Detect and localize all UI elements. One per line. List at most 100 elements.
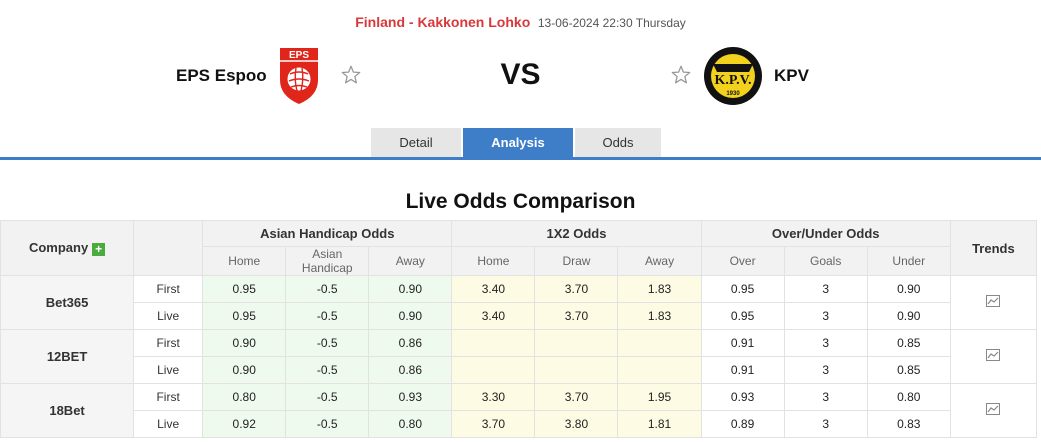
table-row: Live 0.92 -0.5 0.80 3.70 3.80 1.81 0.89 3 0.83 [1, 410, 1037, 438]
table-row: Live 0.90 -0.5 0.86 0.91 3 0.85 [1, 356, 1037, 384]
odds-cell: 0.95 [202, 302, 287, 330]
1x2-header: 1X2 Odds [451, 220, 702, 247]
match-tabs: Detail Analysis Odds [371, 128, 663, 158]
odds-cell: 3 [783, 356, 868, 384]
versus-label: VS [500, 58, 541, 91]
odds-cell: 1.81 [617, 410, 702, 438]
odds-cell: 0.90 [202, 356, 287, 384]
phase-header [133, 220, 204, 276]
match-header: Finland - Kakkonen Lohko 13-06-2024 22:3… [0, 14, 1041, 30]
tab-detail[interactable]: Detail [371, 128, 461, 158]
away-team-name[interactable]: KPV [774, 66, 809, 85]
odds-phase: First [133, 275, 204, 303]
odds-phase: First [133, 383, 204, 411]
add-company-icon[interactable]: + [92, 243, 106, 256]
tab-odds[interactable]: Odds [575, 128, 661, 158]
league-link[interactable]: Finland - Kakkonen Lohko [355, 14, 531, 30]
odds-cell [534, 329, 619, 357]
odds-cell: 0.92 [202, 410, 287, 438]
odds-cell: 0.80 [866, 383, 951, 411]
odds-cell: -0.5 [285, 383, 370, 411]
trend-chart-icon[interactable] [949, 329, 1038, 384]
match-datetime: 13-06-2024 22:30 Thursday [537, 16, 686, 30]
table-row: 18Bet First 0.80 -0.5 0.93 3.30 3.70 1.95 0.93 3 0… [0, 383, 1038, 438]
over-under-header: Over/Under Odds [700, 220, 951, 247]
odds-cell: -0.5 [285, 410, 370, 438]
odds-cell: 3.80 [534, 410, 619, 438]
company-name[interactable]: Bet365 [0, 275, 135, 330]
odds-cell: 0.95 [700, 302, 785, 330]
company-name[interactable]: 12BET [0, 329, 135, 384]
table-row: Live 0.95 -0.5 0.90 3.40 3.70 1.83 0.95 3 0.90 [1, 302, 1037, 330]
subheader: Asian Handicap [285, 246, 370, 276]
subheader: Away [617, 246, 702, 276]
odds-cell: 3.70 [451, 410, 536, 438]
subheader: Home [451, 246, 536, 276]
home-favorite-star-icon[interactable] [340, 64, 362, 86]
svg-text:EPS: EPS [289, 50, 309, 61]
odds-cell: 0.90 [202, 329, 287, 357]
odds-cell: 3 [783, 329, 868, 357]
company-name[interactable]: 18Bet [0, 383, 135, 438]
odds-cell: 3 [783, 410, 868, 438]
odds-cell: 1.83 [617, 275, 702, 303]
subheader: Goals [783, 246, 868, 276]
odds-cell: -0.5 [285, 329, 370, 357]
subheader: Over [700, 246, 785, 276]
odds-cell [617, 329, 702, 357]
odds-cell: 0.80 [202, 383, 287, 411]
section-title: Live Odds Comparison [405, 190, 636, 213]
odds-cell: 0.93 [700, 383, 785, 411]
odds-cell: 3 [783, 302, 868, 330]
company-header: Company + [0, 220, 135, 276]
odds-cell: 0.95 [700, 275, 785, 303]
odds-cell: 0.90 [866, 275, 951, 303]
odds-cell: 0.89 [700, 410, 785, 438]
odds-cell: -0.5 [285, 356, 370, 384]
subheader: Draw [534, 246, 619, 276]
odds-phase: Live [133, 410, 204, 438]
svg-text:1930: 1930 [726, 91, 740, 97]
odds-cell: 0.91 [700, 329, 785, 357]
odds-cell: 0.85 [866, 356, 951, 384]
tab-analysis[interactable]: Analysis [463, 128, 573, 158]
odds-cell: 0.95 [202, 275, 287, 303]
home-team-logo-icon: EPS [280, 48, 318, 104]
odds-cell: 0.80 [368, 410, 453, 438]
svg-text:K.P.V.: K.P.V. [715, 73, 752, 88]
odds-cell: 0.85 [866, 329, 951, 357]
odds-phase: Live [133, 356, 204, 384]
subheader: Under [866, 246, 951, 276]
odds-cell: 0.90 [866, 302, 951, 330]
odds-cell [451, 356, 536, 384]
trends-header: Trends [949, 220, 1038, 276]
odds-cell [617, 356, 702, 384]
table-row: 12BET First 0.90 -0.5 0.86 0.91 3 0.85 [0, 329, 1038, 384]
odds-cell: 1.95 [617, 383, 702, 411]
away-favorite-star-icon[interactable] [670, 64, 692, 86]
odds-cell: 0.90 [368, 275, 453, 303]
odds-cell: 3 [783, 383, 868, 411]
odds-cell: 3 [783, 275, 868, 303]
odds-comparison-table: Company + Asian Handicap Odds 1X2 Odds Ov… [0, 220, 1038, 438]
home-team-name[interactable]: EPS Espoo [176, 66, 267, 85]
odds-cell: 0.93 [368, 383, 453, 411]
odds-cell: 3.70 [534, 383, 619, 411]
odds-cell: 0.86 [368, 356, 453, 384]
odds-phase: Live [133, 302, 204, 330]
odds-cell: 3.70 [534, 302, 619, 330]
odds-cell: 1.83 [617, 302, 702, 330]
away-team-logo-icon: K.P.V. 1930 [704, 47, 762, 105]
trend-chart-icon[interactable] [949, 383, 1038, 438]
table-row: Bet365 First 0.95 -0.5 0.90 3.40 3.70 1.83 0.95 3… [0, 275, 1038, 330]
odds-cell [534, 356, 619, 384]
odds-cell: 0.91 [700, 356, 785, 384]
odds-phase: First [133, 329, 204, 357]
odds-cell [451, 329, 536, 357]
trend-chart-icon[interactable] [949, 275, 1038, 330]
odds-cell: 3.40 [451, 275, 536, 303]
odds-cell: 3.70 [534, 275, 619, 303]
odds-cell: 0.86 [368, 329, 453, 357]
subheader: Away [368, 246, 453, 276]
asian-handicap-header: Asian Handicap Odds [202, 220, 453, 247]
